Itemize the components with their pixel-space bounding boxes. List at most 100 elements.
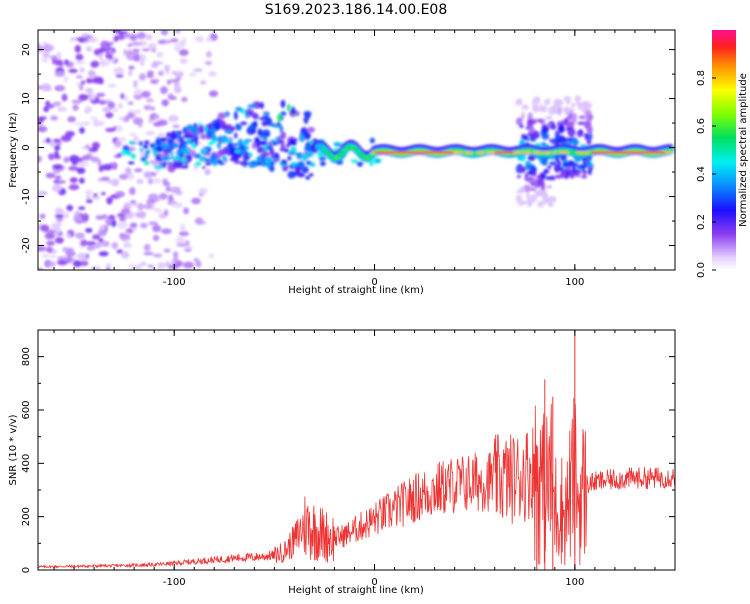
heatmap-cell [76,37,83,41]
heatmap-cell [88,36,99,43]
heatmap-cell [557,107,562,116]
heatmap-cell [129,200,137,204]
heatmap-cell [155,139,161,146]
heatmap-cell [169,151,174,156]
heatmap-cell [210,153,217,159]
heatmap-cell [540,173,546,179]
heatmap-cell [136,31,146,40]
spectrogram-y-ticks: -20 -10 0 10 20 [21,43,675,271]
heatmap-cell [137,54,147,62]
heatmap-cell [152,224,162,233]
heatmap-cell [252,142,257,150]
heatmap-cell [38,267,44,270]
heatmap-cell [208,90,219,97]
heatmap-cell [180,165,189,169]
snr-y-axis-label: SNR (10 * v/v) [8,414,19,485]
heatmap-cell [549,161,557,166]
heatmap-cell [520,151,525,154]
heatmap-cell [162,181,171,187]
heatmap-cell [536,118,544,123]
heatmap-cell [138,73,146,81]
heatmap-cell [55,217,64,222]
heatmap-cell [239,144,246,151]
heatmap-cell [549,138,556,143]
heatmap-cell [72,104,79,111]
heatmap-cell [186,124,194,132]
heatmap-cell [78,93,89,101]
snr-y-ticks: 0 200 400 600 800 [21,329,675,573]
heatmap-cell [168,155,175,160]
heatmap-cell [167,93,174,100]
heatmap-cell [142,144,149,149]
heatmap-cell [560,171,567,179]
heatmap-cell [45,87,52,92]
heatmap-cell [133,88,143,96]
y-tick-label: 10 [21,92,32,105]
heatmap-cell [581,174,588,179]
heatmap-cell [537,201,544,208]
heatmap-cell [76,252,87,260]
heatmap-cell [128,132,137,137]
heatmap-cell [140,222,148,229]
heatmap-cell [153,121,163,127]
heatmap-cell [540,105,547,111]
heatmap-cell [257,128,263,137]
heatmap-cell [133,136,139,140]
heatmap-cell [53,101,62,107]
heatmap-cell [117,221,128,229]
heatmap-cell [128,140,136,145]
heatmap-cell [221,155,227,162]
heatmap-cell [78,160,90,167]
heatmap-cell [54,70,66,78]
heatmap-cell [133,79,138,88]
heatmap-cell [274,153,280,159]
heatmap-cell [38,245,47,252]
heatmap-cell [266,132,270,137]
heatmap-cell [161,228,172,235]
heatmap-cell [76,167,86,175]
heatmap-cell [570,170,575,179]
heatmap-cell [165,185,172,192]
heatmap-cell [231,154,237,160]
heatmap-cell [162,143,171,148]
heatmap-cell [536,96,541,104]
heatmap-cell [138,148,145,152]
heatmap-cell [280,99,286,108]
heatmap-cell [113,35,119,42]
heatmap-cell [111,241,119,250]
heatmap-cell [125,228,135,234]
heatmap-cell [524,166,532,170]
heatmap-cell [56,85,65,90]
heatmap-cell [280,116,284,121]
heatmap-cell [106,179,118,185]
heatmap-cell [168,114,179,123]
heatmap-cell [143,171,151,179]
heatmap-cell [170,38,179,43]
heatmap-cell [55,59,62,66]
heatmap-cell [74,44,82,53]
heatmap-cell [191,128,199,134]
heatmap-cell [55,180,67,184]
heatmap-cell [128,211,133,220]
heatmap-cell [178,144,183,148]
heatmap-cell [172,165,178,169]
heatmap-cell [133,93,143,100]
heatmap-cell [234,149,242,154]
heatmap-cell [182,261,194,269]
heatmap-cell [143,243,151,252]
heatmap-cell [143,203,153,210]
heatmap-cell [92,196,101,201]
heatmap-cell [56,51,62,60]
heatmap-cell [54,150,59,158]
heatmap-cell [152,253,163,258]
heatmap-cell [81,213,90,222]
heatmap-cell [168,79,179,83]
heatmap-cell [290,146,297,153]
heatmap-cell [90,156,100,163]
heatmap-cell [175,236,185,244]
snr-plot-area [38,332,675,570]
heatmap-cell [105,112,114,119]
heatmap-cell [207,141,215,146]
heatmap-cell [525,161,532,166]
heatmap-cell [199,155,207,161]
